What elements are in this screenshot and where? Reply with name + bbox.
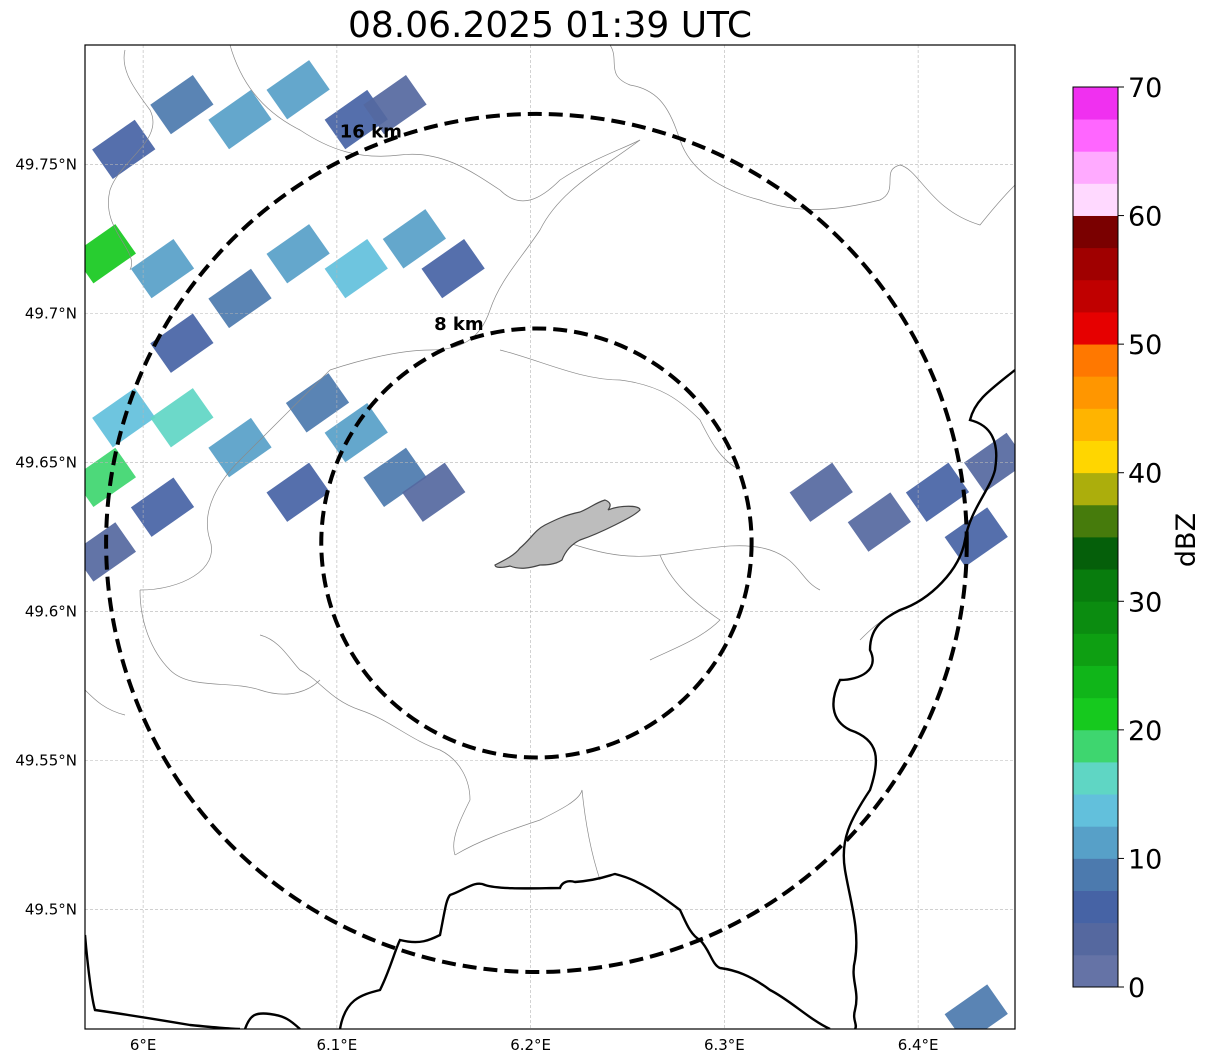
colorbar-swatch [1073,890,1118,924]
colorbar-swatch [1073,665,1118,699]
range-rings: 8 km 16 km [104,111,969,975]
reflectivity-cell [363,74,427,135]
y-tick-label: 49.7°N [25,304,77,322]
reflectivity-layer [85,60,1015,1029]
reflectivity-cell [847,492,911,552]
reflectivity-cell [905,462,970,522]
y-tick-label: 49.5°N [25,901,77,919]
colorbar-swatch [1073,826,1118,859]
colorbar-tick-label: 10 [1128,844,1162,875]
x-tick-label: 6.3°E [704,1036,745,1054]
gridlines [85,45,1015,1029]
x-tick-label: 6°E [130,1036,157,1054]
colorbar-swatch [1073,183,1118,216]
colorbar-swatch [1073,440,1118,474]
reflectivity-cell [208,417,272,478]
colorbar-tick-label: 60 [1128,202,1162,233]
colorbar-swatch [1073,569,1118,602]
colorbar-tick-label: 20 [1128,716,1162,747]
country-borders [85,369,1015,1029]
y-tick-label: 49.75°N [15,155,77,173]
map-frame [84,44,1016,1030]
colorbar-tick-label: 30 [1128,587,1162,618]
city-area [494,499,641,569]
colorbar-swatch [1073,376,1118,409]
reflectivity-cell [85,522,136,582]
colorbar-tick-label: 0 [1128,973,1145,1004]
reflectivity-cell [402,462,466,522]
y-tick-label: 49.6°N [25,603,77,621]
reflectivity-cell [266,60,330,120]
colorbar-swatch [1073,794,1118,827]
colorbar-tick-label: 70 [1128,73,1162,104]
x-axis-ticks: 6°E 6.1°E 6.2°E 6.3°E 6.4°E [130,1036,939,1054]
reflectivity-cell [208,268,272,329]
colorbar-swatch [1073,247,1118,281]
colorbar-swatch [1073,215,1118,249]
colorbar-swatch [1073,151,1118,184]
colorbar-swatch [1073,344,1118,377]
colorbar-swatch [1073,279,1118,313]
reflectivity-cell [150,313,214,373]
range-ring [104,111,969,975]
range-ring-label: 16 km [340,121,402,142]
colorbar-swatch [1073,537,1118,570]
colorbar-swatch [1073,633,1118,666]
y-tick-label: 49.55°N [15,752,77,770]
colorbar-swatch [1073,119,1118,152]
reflectivity-cell [285,373,350,433]
colorbar: 0 10 20 30 40 50 60 70 [1072,73,1162,1004]
x-tick-label: 6.1°E [316,1036,357,1054]
admin-boundaries [85,45,1015,881]
reflectivity-cell [85,224,136,284]
reflectivity-cell [150,388,214,448]
colorbar-swatch [1073,312,1118,345]
colorbar-swatch [1073,504,1118,538]
reflectivity-cell [266,462,330,522]
colorbar-swatch [1073,697,1118,731]
colorbar-swatch [1073,922,1118,956]
range-ring-label: 8 km [434,314,484,335]
colorbar-swatch [1073,601,1118,634]
colorbar-swatch [1073,858,1118,891]
colorbar-swatch [1073,954,1118,988]
colorbar-swatch [1073,408,1118,441]
map-plot-area: 8 km 16 km [85,45,1015,1029]
colorbar-tick-label: 50 [1128,330,1162,361]
reflectivity-cell [944,507,1008,567]
reflectivity-cell [130,477,195,537]
colorbar-label: dBZ [1171,513,1202,567]
reflectivity-cell [789,462,853,522]
reflectivity-cell [421,238,485,299]
range-ring [319,326,754,760]
colorbar-swatch [1073,729,1118,763]
reflectivity-cell [324,238,388,299]
colorbar-swatch [1073,762,1118,795]
colorbar-frame [1072,86,1119,988]
reflectivity-cell [130,238,195,299]
x-tick-label: 6.2°E [510,1036,551,1054]
reflectivity-cell [150,74,214,135]
colorbar-tick-label: 40 [1128,459,1162,490]
reflectivity-cell [208,89,272,150]
x-tick-label: 6.4°E [898,1036,939,1054]
map-title: 08.06.2025 01:39 UTC [347,5,753,46]
y-axis-ticks: 49.75°N 49.7°N 49.65°N 49.6°N 49.55°N 49.5°N [15,155,77,918]
colorbar-swatch [1073,87,1118,120]
colorbar-swatch [1073,472,1118,506]
y-tick-label: 49.65°N [15,453,77,471]
reflectivity-cell [266,224,330,284]
reflectivity-cell [324,402,388,463]
reflectivity-cell [382,209,446,269]
